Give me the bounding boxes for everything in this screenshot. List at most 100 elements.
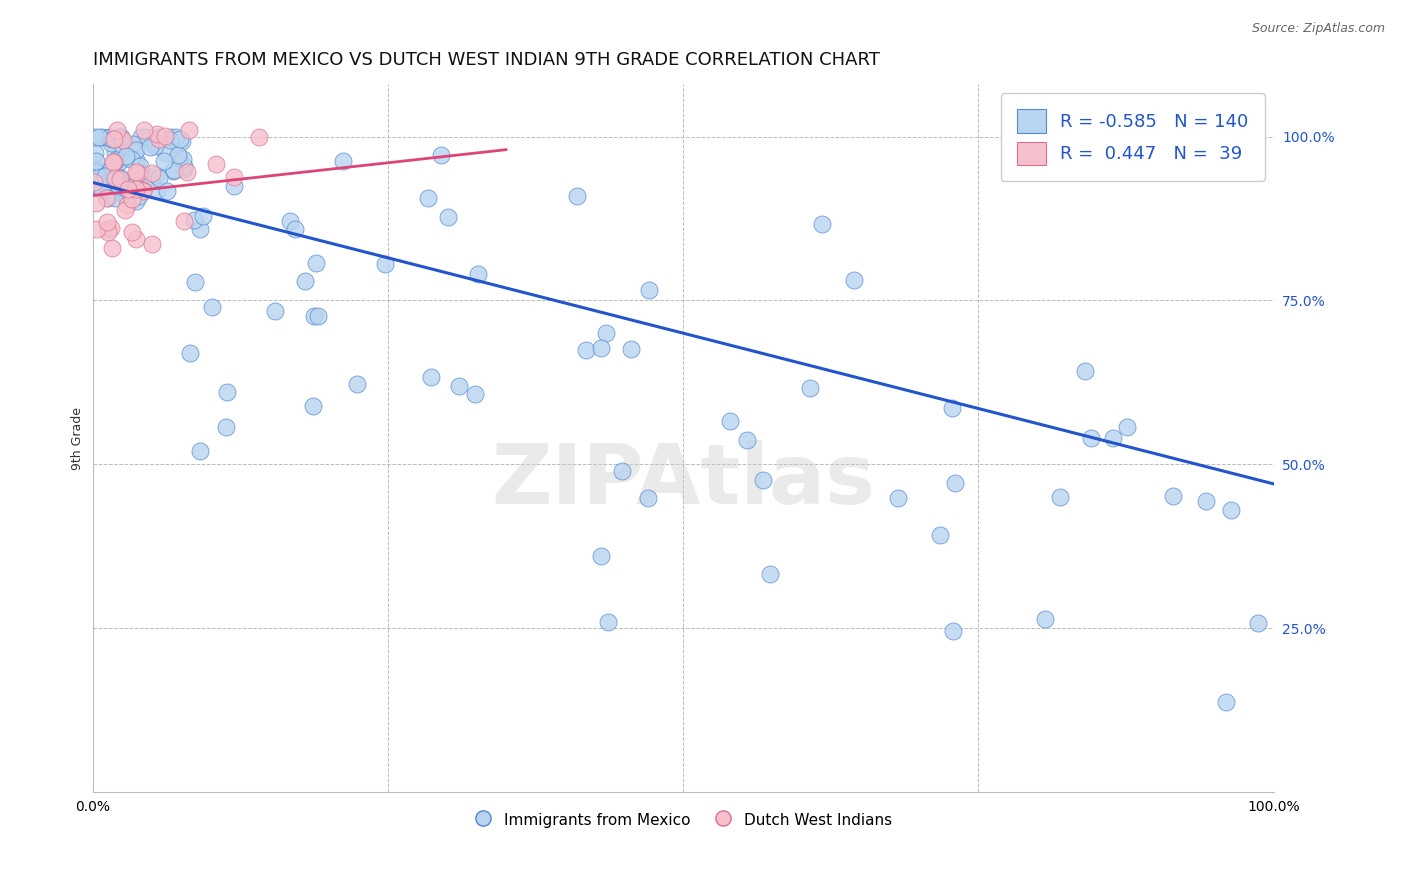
- Text: IMMIGRANTS FROM MEXICO VS DUTCH WEST INDIAN 9TH GRADE CORRELATION CHART: IMMIGRANTS FROM MEXICO VS DUTCH WEST IND…: [93, 51, 879, 69]
- Point: [129, 159, 152, 173]
- Point: [122, 178, 145, 193]
- Point: [139, 130, 162, 145]
- Point: [1102, 431, 1125, 445]
- Point: [117, 183, 139, 197]
- Point: [117, 184, 139, 198]
- Point: [121, 192, 143, 206]
- Point: [86, 222, 108, 236]
- Point: [111, 133, 134, 147]
- Point: [101, 169, 124, 184]
- Point: [163, 162, 186, 177]
- Point: [177, 123, 200, 137]
- Point: [143, 136, 166, 150]
- Point: [179, 345, 201, 359]
- Point: [127, 166, 149, 180]
- Point: [141, 172, 163, 186]
- Point: [162, 164, 184, 178]
- Point: [129, 129, 152, 144]
- Point: [91, 129, 114, 144]
- Point: [105, 123, 128, 137]
- Point: [141, 166, 163, 180]
- Point: [165, 129, 187, 144]
- Point: [1074, 364, 1097, 378]
- Point: [305, 255, 328, 269]
- Point: [416, 191, 439, 205]
- Point: [120, 152, 142, 166]
- Point: [148, 132, 170, 146]
- Point: [98, 163, 121, 178]
- Point: [104, 170, 127, 185]
- Point: [110, 186, 132, 200]
- Point: [167, 151, 190, 165]
- Point: [101, 132, 124, 146]
- Point: [141, 236, 163, 251]
- Point: [104, 191, 127, 205]
- Point: [117, 182, 139, 196]
- Point: [98, 129, 121, 144]
- Point: [83, 145, 105, 160]
- Point: [1116, 419, 1139, 434]
- Point: [172, 152, 194, 166]
- Point: [114, 149, 136, 163]
- Point: [886, 491, 908, 505]
- Point: [589, 549, 612, 563]
- Point: [941, 401, 963, 415]
- Point: [735, 434, 758, 448]
- Point: [842, 272, 865, 286]
- Point: [104, 145, 127, 160]
- Point: [759, 566, 782, 581]
- Point: [346, 377, 368, 392]
- Point: [1033, 612, 1056, 626]
- Point: [94, 191, 117, 205]
- Point: [146, 129, 169, 144]
- Point: [1215, 695, 1237, 709]
- Point: [217, 384, 239, 399]
- Point: [145, 169, 167, 183]
- Point: [104, 168, 127, 182]
- Point: [307, 309, 329, 323]
- Point: [100, 221, 122, 235]
- Point: [125, 182, 148, 196]
- Point: [129, 169, 152, 183]
- Point: [638, 283, 661, 297]
- Point: [152, 154, 174, 169]
- Point: [304, 309, 326, 323]
- Point: [222, 170, 245, 185]
- Point: [201, 300, 224, 314]
- Point: [156, 184, 179, 198]
- Point: [104, 153, 127, 167]
- Point: [110, 130, 132, 145]
- Point: [191, 209, 214, 223]
- Point: [122, 137, 145, 152]
- Point: [83, 164, 105, 178]
- Point: [114, 203, 136, 218]
- Point: [115, 190, 138, 204]
- Point: [1080, 431, 1102, 445]
- Point: [115, 198, 138, 212]
- Point: [278, 214, 301, 228]
- Point: [124, 153, 146, 168]
- Point: [637, 491, 659, 506]
- Point: [97, 225, 120, 239]
- Point: [125, 165, 148, 179]
- Point: [437, 210, 460, 224]
- Point: [100, 241, 122, 255]
- Point: [575, 343, 598, 357]
- Point: [112, 153, 135, 167]
- Point: [115, 180, 138, 194]
- Point: [89, 169, 111, 184]
- Point: [86, 162, 108, 177]
- Point: [173, 214, 195, 228]
- Point: [121, 225, 143, 239]
- Point: [96, 215, 118, 229]
- Point: [108, 129, 131, 144]
- Point: [464, 386, 486, 401]
- Point: [264, 304, 287, 318]
- Point: [467, 268, 489, 282]
- Point: [752, 474, 775, 488]
- Point: [449, 379, 471, 393]
- Point: [598, 615, 620, 630]
- Point: [97, 191, 120, 205]
- Point: [111, 133, 134, 147]
- Point: [135, 129, 157, 144]
